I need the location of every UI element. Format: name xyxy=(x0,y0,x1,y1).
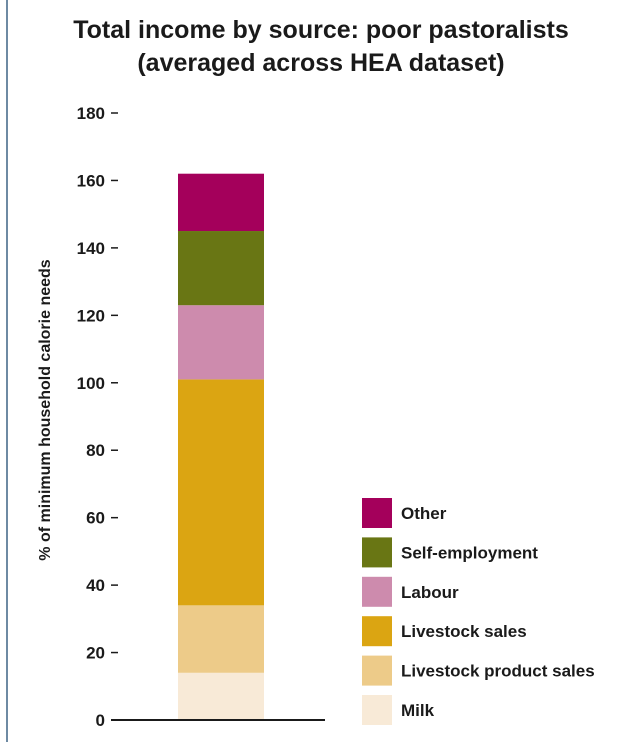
bar-segment-livestock-sales xyxy=(178,379,264,606)
legend-swatch-milk xyxy=(362,695,392,725)
chart-title: Total income by source: poor pastoralist… xyxy=(6,14,636,80)
y-tick-label: 0 xyxy=(96,711,105,730)
y-tick-label: 40 xyxy=(86,576,105,595)
legend-label-milk: Milk xyxy=(401,701,435,720)
y-axis-label: % of minimum household calorie needs xyxy=(37,259,54,560)
bar-segment-other xyxy=(178,173,264,232)
bar-segment-self-employment xyxy=(178,231,264,306)
legend-label-livestock-sales: Livestock sales xyxy=(401,622,527,641)
legend-label-livestock-product-sales: Livestock product sales xyxy=(401,662,595,681)
chart-frame xyxy=(6,0,636,742)
bar-segment-labour xyxy=(178,305,264,380)
y-tick-label: 60 xyxy=(86,509,105,528)
legend-swatch-labour xyxy=(362,576,392,607)
legend-label-labour: Labour xyxy=(401,583,459,602)
y-tick-label: 160 xyxy=(77,171,105,190)
y-tick-label: 20 xyxy=(86,644,105,663)
legend-swatch-other xyxy=(362,498,392,528)
y-axis: 0 20 40 60 80 100 120 140 160 180 xyxy=(77,104,118,730)
legend-label-self-employment: Self-employment xyxy=(401,543,538,562)
legend-swatch-livestock-sales xyxy=(362,616,392,647)
bar-segment-livestock-product-sales xyxy=(178,605,264,673)
y-tick-label: 120 xyxy=(77,306,105,325)
legend-swatch-self-employment xyxy=(362,537,392,568)
bar-stack xyxy=(178,173,264,720)
legend-label-other: Other xyxy=(401,504,447,523)
y-tick-label: 180 xyxy=(77,104,105,123)
chart-title-line-2: (averaged across HEA dataset) xyxy=(137,49,505,77)
y-tick-label: 140 xyxy=(77,239,105,258)
legend: Other Self-employment Labour Livestock sale… xyxy=(362,498,595,725)
legend-swatch-livestock-product-sales xyxy=(362,655,392,686)
y-tick-label: 100 xyxy=(77,374,105,393)
y-tick-label: 80 xyxy=(86,441,105,460)
bar-segment-milk xyxy=(178,672,264,720)
chart-title-line-1: Total income by source: poor pastoralist… xyxy=(73,16,569,44)
